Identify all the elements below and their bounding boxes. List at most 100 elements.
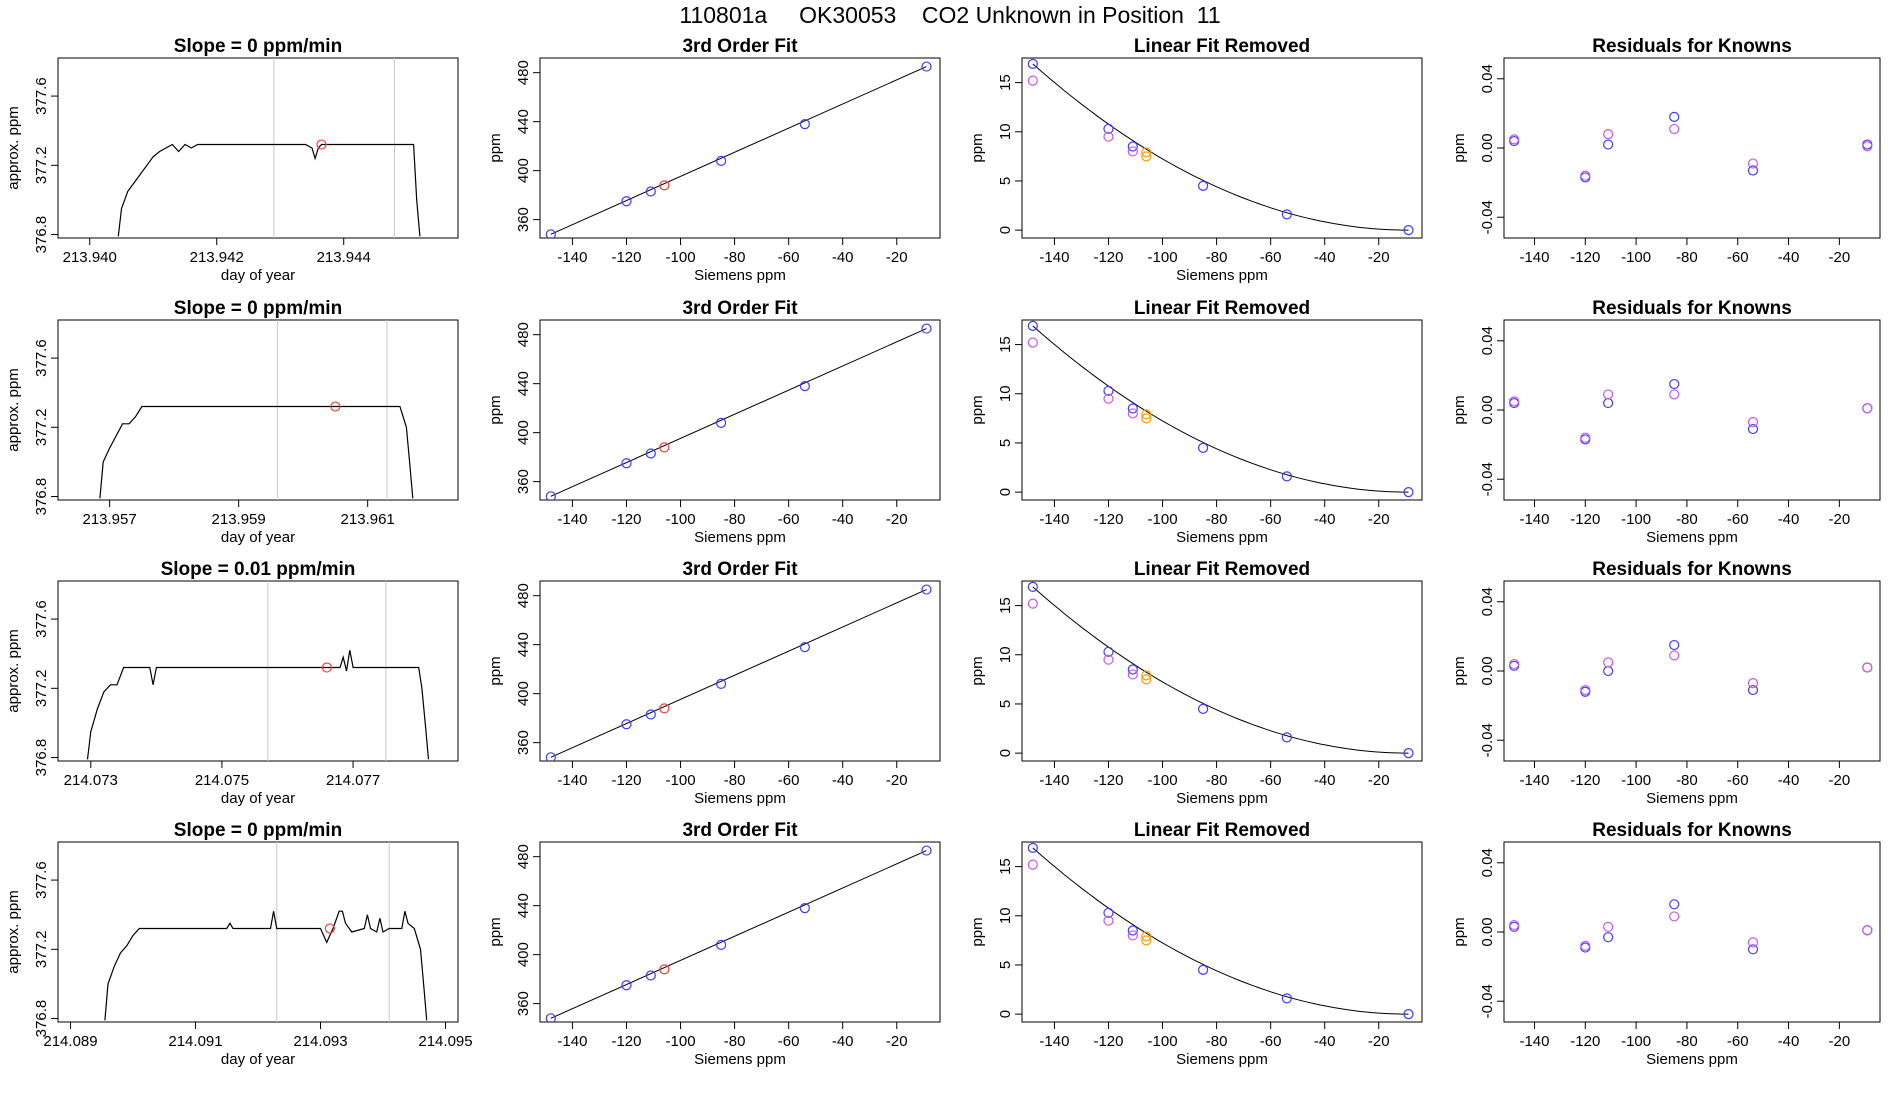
x-tick-label: -60	[778, 1033, 800, 1050]
plot-data	[99, 320, 414, 500]
data-point	[621, 196, 632, 207]
x-tick-label: 214.093	[293, 1033, 347, 1050]
y-tick-label: 0.00	[1479, 133, 1496, 162]
plot-frame	[539, 841, 941, 1023]
plot-data	[1509, 899, 1873, 955]
x-axis-label: Siemens ppm	[694, 267, 786, 284]
x-tick-label: -20	[886, 249, 908, 266]
x-tick-label: -120	[1570, 249, 1600, 266]
x-tick-label: -100	[1621, 1033, 1651, 1050]
y-tick-label: 440	[515, 632, 532, 657]
y-tick-label: 5	[997, 700, 1014, 708]
panel-trace-2: Slope = 0 ppm/min 213.957 213.959 213.961 37…	[5, 298, 459, 546]
y-axis-label: ppm	[1451, 656, 1468, 685]
y-tick-label: -0.04	[1479, 462, 1496, 496]
data-point	[1747, 417, 1759, 428]
x-tick-label: -120	[1570, 511, 1600, 528]
x-tick-label: -80	[1206, 249, 1228, 266]
x-tick-label: -40	[1778, 249, 1800, 266]
data-point	[1403, 1009, 1414, 1020]
x-tick-label: -120	[1570, 1033, 1600, 1050]
y-axis-label: ppm	[487, 917, 504, 946]
panel-title: 3rd Order Fit	[682, 559, 798, 580]
data-point	[1603, 657, 1614, 668]
y-tick-label: 377.6	[33, 600, 50, 638]
y-axis-label: ppm	[1451, 395, 1468, 424]
x-tick-label: -80	[1676, 511, 1698, 528]
data-point	[1141, 147, 1152, 158]
data-point	[1127, 930, 1138, 941]
x-tick-label: 213.942	[190, 249, 244, 266]
y-tick-label: 0.00	[1479, 395, 1496, 424]
plot-data	[117, 58, 421, 238]
x-tick-label: -40	[1778, 1033, 1800, 1050]
data-point	[799, 903, 810, 914]
panel-res-2: Residuals for Knowns -140 -120 -100 -80 -60 -4…	[1451, 298, 1881, 546]
x-tick-label: -40	[832, 772, 854, 789]
data-point	[1603, 389, 1614, 400]
y-tick-label: 10	[997, 907, 1014, 924]
x-tick-label: -120	[611, 1033, 641, 1050]
data-point	[715, 678, 727, 689]
panel-fit-2: 3rd Order Fit -140 -120 -100 -80 -60 -40 -20 360…	[487, 298, 941, 546]
x-tick-label: -60	[1727, 511, 1749, 528]
data-point	[1669, 111, 1680, 122]
data-point	[1103, 907, 1114, 918]
x-tick-label: -100	[1621, 511, 1651, 528]
plot-frame	[539, 57, 941, 239]
x-tick-label: -140	[1519, 772, 1549, 789]
panel-title: Slope = 0.01 ppm/min	[161, 559, 356, 580]
panel-title: Slope = 0 ppm/min	[174, 820, 342, 841]
y-tick-label: 0.04	[1479, 326, 1496, 355]
data-point	[545, 229, 556, 238]
data-point	[1403, 748, 1414, 759]
x-tick-label: -20	[1368, 249, 1390, 266]
x-tick-label: -20	[1368, 772, 1390, 789]
y-tick-label: 376.8	[33, 478, 50, 516]
data-point	[1747, 937, 1759, 948]
x-tick-label: -40	[1314, 1033, 1336, 1050]
plot-data	[86, 581, 430, 761]
x-tick-label: -140	[557, 772, 587, 789]
data-point	[1580, 684, 1591, 696]
page-title: 110801a OK30053 CO2 Unknown in Position …	[679, 2, 1221, 28]
panel-fit-4: 3rd Order Fit -140 -120 -100 -80 -60 -40 -20 360…	[487, 820, 941, 1068]
x-axis-label: Siemens ppm	[694, 529, 786, 546]
panel-title: Residuals for Knowns	[1592, 298, 1792, 319]
x-tick-label: -120	[611, 249, 641, 266]
panel-res-3: Residuals for Knowns -140 -120 -100 -80 -60 -4…	[1451, 559, 1881, 807]
y-tick-label: -0.04	[1479, 984, 1496, 1018]
data-point	[1281, 732, 1292, 743]
x-tick-label: 214.075	[195, 772, 249, 789]
x-axis-label: day of year	[221, 529, 295, 546]
x-tick-label: -20	[1829, 249, 1851, 266]
y-tick-label: 480	[515, 844, 532, 869]
data-point	[1127, 403, 1138, 414]
x-tick-label: -140	[1039, 772, 1069, 789]
unknown-marker	[324, 923, 335, 934]
panel-linfit-4: Linear Fit Removed -140 -120 -100 -80 -60 -40 -…	[969, 820, 1423, 1068]
x-tick-label: -140	[1519, 511, 1549, 528]
trace-line	[117, 143, 421, 237]
data-point	[621, 719, 632, 730]
y-axis-label: ppm	[969, 656, 986, 685]
data-point	[1103, 654, 1114, 665]
plot-frame	[539, 319, 941, 501]
data-point	[1509, 919, 1520, 931]
x-tick-label: -100	[1621, 772, 1651, 789]
trace-line	[104, 910, 428, 1021]
panel-title: Slope = 0 ppm/min	[174, 36, 342, 57]
panel-fit-1: 3rd Order Fit -140 -120 -100 -80 -60 -40 -20 360…	[487, 36, 941, 284]
x-tick-label: -60	[1727, 772, 1749, 789]
x-tick-label: -100	[1148, 249, 1178, 266]
data-point	[1281, 993, 1292, 1004]
y-tick-label: 400	[515, 942, 532, 967]
x-tick-label: -40	[832, 511, 854, 528]
plot-frame	[1503, 841, 1881, 1023]
y-tick-label: 400	[515, 158, 532, 183]
y-axis-label: ppm	[969, 917, 986, 946]
x-tick-label: -60	[1727, 249, 1749, 266]
y-tick-label: 5	[997, 177, 1014, 185]
data-point	[921, 61, 932, 72]
y-axis-label: ppm	[969, 133, 986, 162]
